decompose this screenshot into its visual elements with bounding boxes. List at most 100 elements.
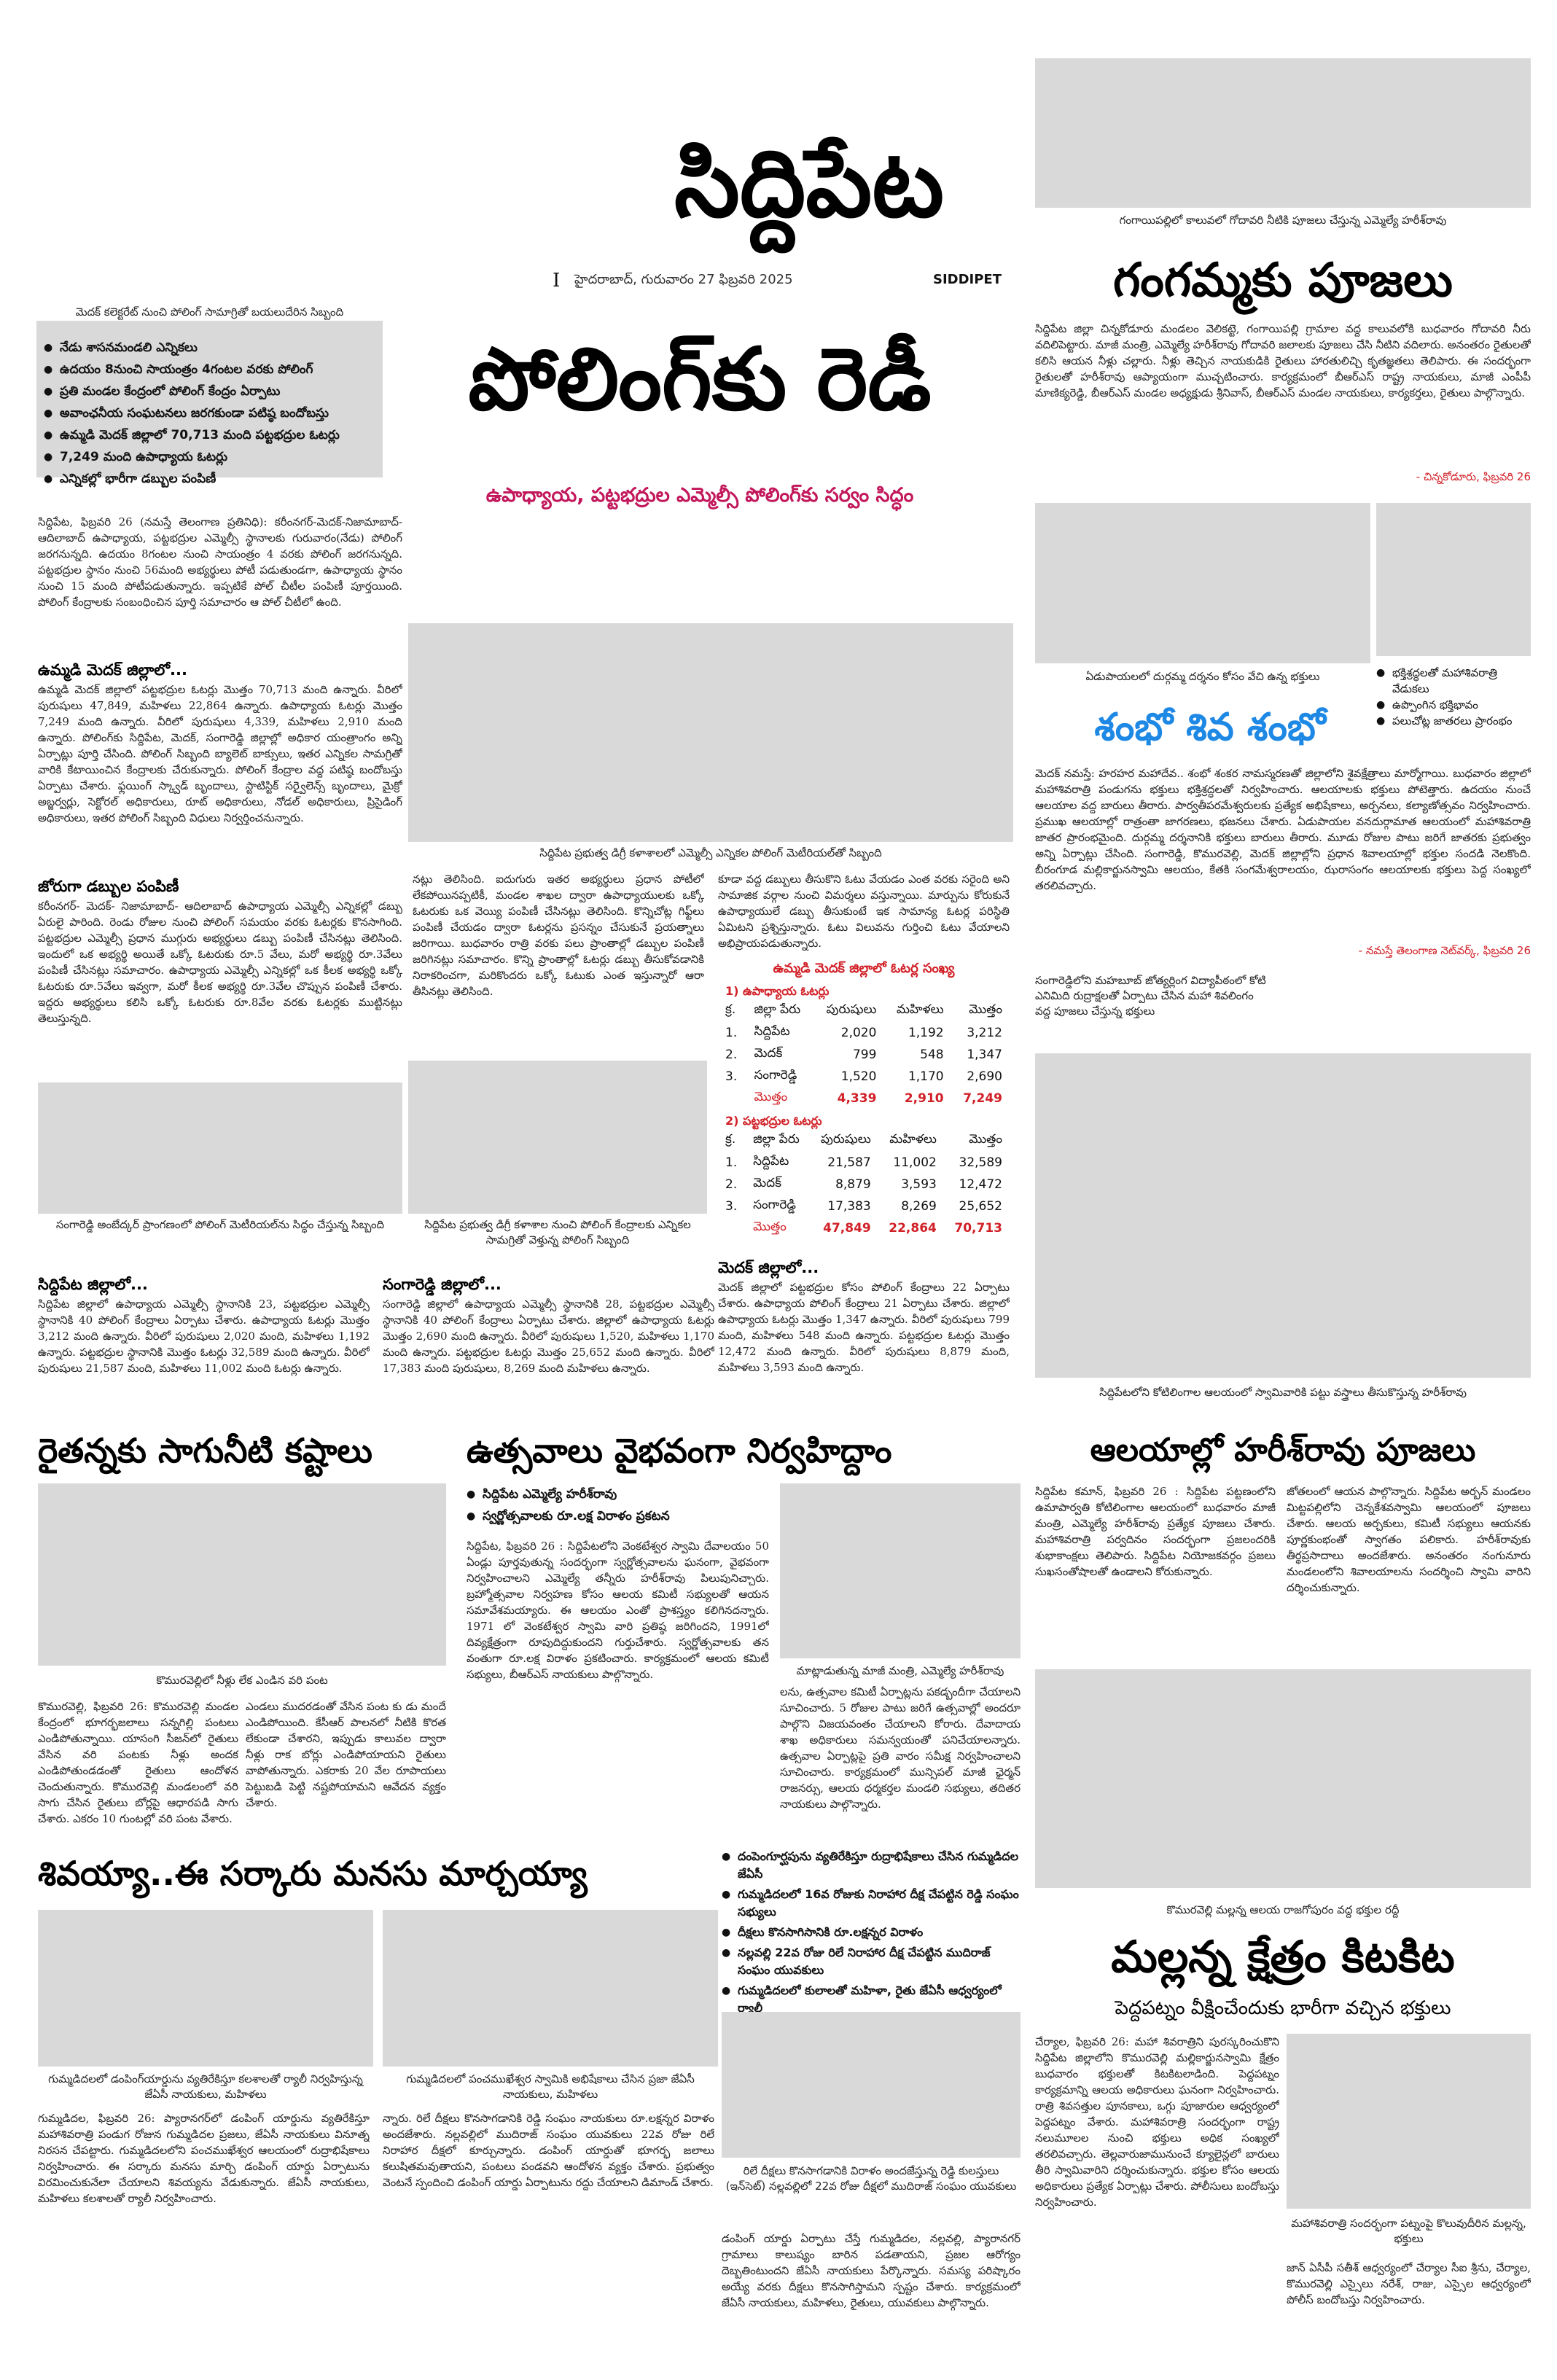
teacher-voters-heading: 1) ఉపాధ్యాయ ఓటర్లు [725, 984, 830, 998]
alayallo-caption: సిద్దిపేటలోని కోటిలింగాల ఆలయంలో స్వామివా… [1099, 1386, 1467, 1399]
district-text: సిద్దిపేట జిల్లాలో ఉపాధ్యాయ ఎమ్మెల్సీ స్… [38, 1298, 370, 1375]
column-header: పురుషులు [820, 1132, 871, 1147]
table-cell: 2,910 [904, 1091, 944, 1106]
district-photo-caption: సంగారెడ్డి అంబేద్కర్ ప్రాంగణంలో పోలింగ్ … [55, 1218, 385, 1231]
shiva-credit: - నమస్తే తెలంగాణ నెట్‌వర్క్, ఫిబ్రవరి 26 [1358, 944, 1531, 957]
shivayya-bullet: గుమ్మడిదలలో 16వ రోజుకు నిరాహార దీక్ష చేప… [722, 1886, 1021, 1921]
table-cell: 3. [725, 1069, 738, 1084]
lead-highlight: ఎన్నికల్లో భారీగా డబ్బుల పంపిణీ [44, 468, 386, 490]
table-cell: 47,849 [823, 1221, 871, 1236]
shiva-headline: శంభో శివ శంభో [1094, 706, 1326, 749]
gangamma-headline: గంగమ్మకు పూజలు [1113, 254, 1453, 308]
rythu-headline: రైతన్నకు సాగునీటి కష్టాలు [38, 1431, 372, 1470]
rythu-photo-caption: కొమురవెల్లిలో నీళ్లు లేక ఎండిన వరి పంట [156, 1674, 328, 1687]
district-text: మెదక్ జిల్లాలో పట్టభద్రుల కోసం పోలింగ్ క… [718, 1281, 1010, 1374]
lead-headline: పోలింగ్‌కు రెడీ [468, 329, 932, 429]
table-total-row: మొత్తం 47,849 22,864 70,713 [718, 1217, 1010, 1239]
mallanna-photo [1287, 2034, 1531, 2209]
column-header: జిల్లా పేరు [753, 1132, 800, 1147]
table-cell: 32,589 [959, 1155, 1002, 1170]
table-cell: సంగారెడ్డి [754, 1068, 797, 1082]
shivayya-bullet: గుమ్మడిదలలో కులాలతో మహిళా, రైతు జేఏసీ ఆధ… [722, 1982, 1021, 2017]
column-header: మహిళలు [896, 1002, 944, 1017]
district-heading: మెదక్ జిల్లాలో... [718, 1259, 819, 1276]
lead-paragraph: కూడా వద్ద డబ్బులు తీసుకొని ఓటు వేయడం ఎంత… [718, 873, 1010, 950]
table-cell: మొత్తం [754, 1090, 788, 1104]
lead-highlight: ఉమ్మడి మెదక్ జిల్లాలో 70,713 మంది పట్టభద… [44, 424, 386, 446]
alayallo-body: సిద్దిపేట కమాన్, ఫిబ్రవరి 26 : సిద్దిపేట… [1035, 1485, 1276, 1578]
table-cell: 4,339 [837, 1091, 877, 1106]
table-cell: 1. [725, 1026, 738, 1040]
table-row: 2. మెదక్ 8,879 3,593 12,472 [718, 1174, 1010, 1195]
mallanna-body: జాన్ ఏసీపీ సతీశ్ ఆధ్వర్యంలో చేర్యాల సీఐ … [1287, 2261, 1531, 2306]
alayallo-headline: ఆలయాల్లో హరీశ్‌రావు పూజలు [1090, 1432, 1476, 1469]
table-cell: 1,347 [967, 1047, 1002, 1062]
table-cell: 3. [725, 1199, 738, 1214]
table-row: 2. మెదక్ 799 548 1,347 [718, 1044, 1010, 1066]
shiva-bullet: ఉప్పొంగిన భక్తిభావం [1376, 697, 1537, 713]
table-cell: 7,249 [963, 1091, 1002, 1106]
shiva-bullet: పలుచోట్ల జాతరలు ప్రారంభం [1376, 713, 1537, 729]
alayallo-photo2 [1035, 1669, 1531, 1888]
shivayya-photo-caption: గుమ్మడిదలలో పంచముఖేశ్వర స్వామికి అభిషేకా… [406, 2072, 695, 2101]
lead-paragraph: నట్లు తెలిసింది. ఐదుగురు ఇతర అభ్యర్థులు … [413, 873, 704, 998]
table-row: 3. సంగారెడ్డి 17,383 8,269 25,652 [718, 1195, 1010, 1217]
table-cell: 2. [725, 1177, 738, 1192]
lead-highlight: ప్రతి మండల కేంద్రంలో పోలింగ్ కేంద్రం ఏర్… [44, 381, 386, 402]
district-photo [38, 1082, 402, 1214]
table-cell: 2,690 [967, 1069, 1002, 1084]
lead-highlight: ఉదయం 8నుంచి సాయంత్రం 4గంటల వరకు పోలింగ్ [44, 359, 386, 381]
column-header: మహిళలు [889, 1132, 937, 1147]
voter-table-title: ఉమ్మడి మెదక్ జిల్లాలో ఓటర్ల సంఖ్య [773, 961, 955, 976]
shivayya-bullets: దంపెంగూర్ఘపును వ్యతిరేకిస్తూ రుద్రాభిషేక… [722, 1848, 1021, 2020]
table-cell: 3,212 [967, 1026, 1002, 1040]
table-cell: 11,002 [893, 1155, 937, 1170]
teacher-voters-table: క్ర. జిల్లా పేరు పురుషులు మహిళలు మొత్తం … [718, 1000, 1010, 1109]
district-text: సంగారెడ్డి జిల్లాలో ఉపాధ్యాయ ఎమ్మెల్సీ స… [383, 1298, 714, 1375]
table-cell: 1,520 [840, 1069, 877, 1084]
column-header: పురుషులు [826, 1002, 877, 1017]
table-row: 3. సంగారెడ్డి 1,520 1,170 2,690 [718, 1066, 1010, 1088]
masthead-title: సిద్దిపేట [674, 130, 945, 238]
shivayya-photo [383, 1910, 718, 2067]
utsavalu-photo-caption: మాట్లాడుతున్న మాజీ మంత్రి, ఎమ్మెల్యే హరీ… [796, 1664, 1004, 1677]
shivayya-bullet: నల్లవల్లి 22వ రోజు రిలే నిరాహార దీక్ష చే… [722, 1944, 1021, 1979]
table-cell: 8,269 [901, 1199, 937, 1214]
table-cell: 3,593 [901, 1177, 937, 1192]
table-cell: 2. [725, 1047, 738, 1062]
column-header: క్ర. [725, 1132, 736, 1147]
table-header-row: క్ర. జిల్లా పేరు పురుషులు మహిళలు మొత్తం [718, 1000, 1010, 1022]
table-cell: 70,713 [954, 1221, 1002, 1236]
masthead-dateline: హైదరాబాద్, గురువారం 27 ఫిబ్రవరి 2025 [574, 272, 793, 287]
lead-subheading: జోరుగా డబ్బుల పంపిణీ [38, 878, 179, 895]
table-cell: 799 [852, 1047, 877, 1062]
table-cell: మెదక్ [753, 1176, 781, 1190]
rythu-photo [38, 1483, 446, 1666]
table-total-row: మొత్తం 4,339 2,910 7,249 [718, 1088, 1010, 1109]
table-cell: 1,192 [908, 1026, 944, 1040]
gangamma-body: సిద్దిపేట జిల్లా చిన్నకోడూరు మండలం వెలిక… [1035, 322, 1531, 399]
table-cell: సంగారెడ్డి [753, 1198, 796, 1212]
table-cell: 2,020 [840, 1026, 877, 1040]
table-cell: మొత్తం [753, 1220, 787, 1234]
table-cell: 1,170 [908, 1069, 944, 1084]
utsavalu-bullets: సిద్దిపేట ఎమ్మెల్యే హరీశ్‌రావు స్వర్ణోత్… [467, 1483, 773, 1527]
masthead-edition: SIDDIPET [933, 272, 1002, 287]
rythu-body: ఎండలు ముదరడంతో వేసిన పంట కు డు మందే ఎండి… [246, 1700, 446, 1809]
mallanna-headline: మల్లన్న క్షేత్రం కిటకిట [1111, 1932, 1455, 1983]
column-header: మొత్తం [969, 1002, 1002, 1017]
utsavalu-photo [780, 1483, 1021, 1658]
shivayya-headline: శివయ్యా..ఈ సర్కారు మనసు మార్చయ్యా [38, 1854, 588, 1893]
lead-photo-caption: మెదక్ కలెక్టరేట్ నుంచి పోలింగ్ సామాగ్రిత… [75, 305, 344, 319]
shiva-linga-photo [1035, 1053, 1531, 1378]
table-cell: 17,383 [827, 1199, 871, 1214]
lead-mid-photo [408, 623, 1013, 842]
mallanna-photo2-caption: మహాశివరాత్రి సందర్భంగా పట్నంపై కొలువుదీర… [1291, 2217, 1526, 2245]
shiva-bullet: భక్తిశ్రద్ధలతో మహాశివరాత్రి వేడుకలు [1376, 665, 1537, 697]
shiva-temple-photo [1376, 503, 1531, 656]
district-heading: సంగారెడ్డి జిల్లాలో... [383, 1276, 502, 1293]
column-header: క్ర. [725, 1002, 736, 1017]
table-cell: 12,472 [959, 1177, 1002, 1192]
utsavalu-body: సిద్దిపేట, ఫిబ్రవరి 26 : సిద్దిపేటలోని వ… [467, 1540, 769, 1681]
district-heading: సిద్దిపేట జిల్లాలో... [38, 1276, 148, 1293]
